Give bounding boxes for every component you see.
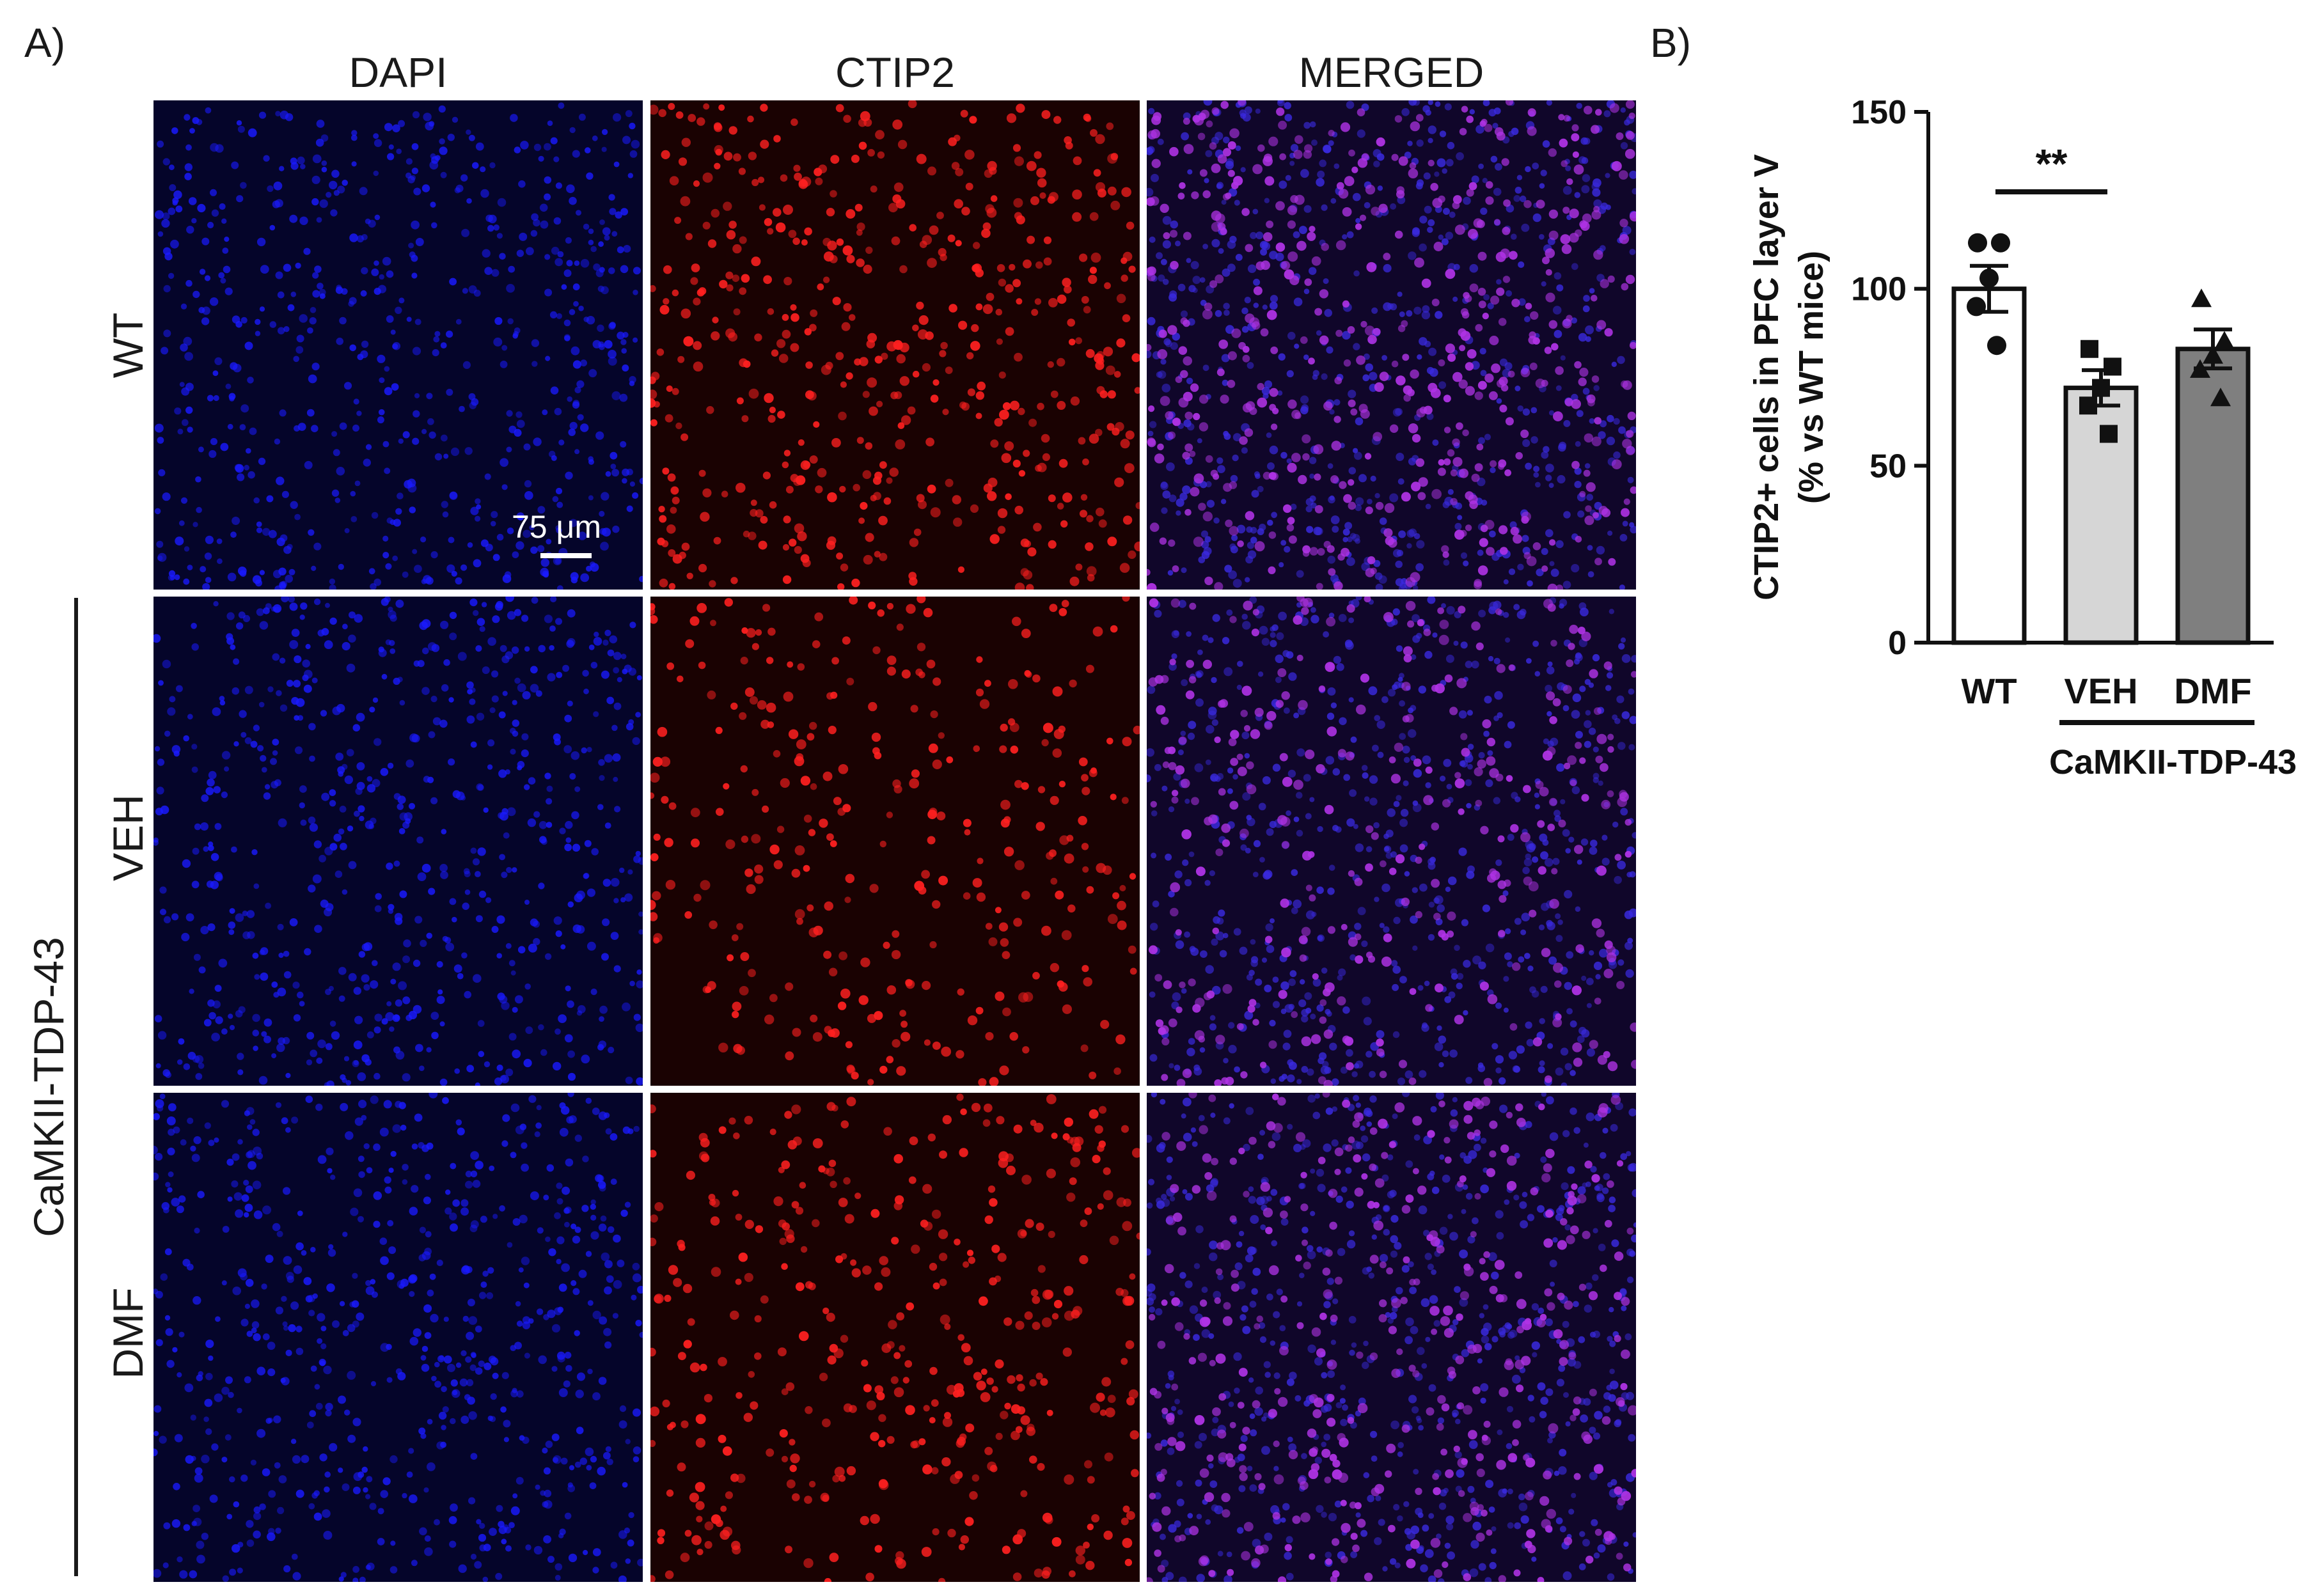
data-point (1987, 336, 2006, 356)
data-point (2190, 359, 2210, 378)
x-tick-label-wt: WT (1961, 671, 2017, 711)
row-label-dmf: DMF (104, 1287, 152, 1379)
y-axis-label-line1: CTIP2+ cells in PFC layer V (1747, 154, 1786, 600)
data-point (2100, 425, 2118, 443)
micrograph-ctip2-dmf (650, 1093, 1140, 1582)
panel-b-letter: B) (1650, 20, 1691, 66)
significance-label: ** (2036, 141, 2068, 187)
micrograph-ctip2-wt (650, 100, 1140, 590)
data-point (1979, 269, 1999, 288)
column-label-ctip2: CTIP2 (835, 49, 956, 96)
row-label-veh: VEH (104, 794, 152, 881)
x-tick-label-dmf: DMF (2174, 671, 2251, 711)
y-tick-label: 50 (1869, 448, 1907, 485)
y-tick-label: 100 (1851, 271, 1907, 308)
data-point (2079, 396, 2097, 415)
micrograph-ctip2-veh (650, 597, 1140, 1086)
x-tick-label-veh: VEH (2064, 671, 2137, 711)
data-point (1967, 297, 1986, 317)
bar-chart: CTIP2+ cells in PFC layer V (% vs WT mice… (1747, 94, 2297, 781)
scale-bar (540, 553, 592, 558)
data-point (1968, 233, 1987, 253)
data-point (2092, 379, 2110, 397)
group-label-chart: CaMKII-TDP-43 (2049, 743, 2297, 781)
data-point (1991, 233, 2010, 253)
data-point (2210, 387, 2231, 407)
data-point (2191, 288, 2212, 308)
panel-a-letter: A) (24, 20, 65, 66)
micrograph-dapi-wt (153, 100, 643, 590)
data-point (2214, 331, 2235, 350)
column-label-dapi: DAPI (349, 49, 448, 96)
micrograph-merged-dmf (1147, 1093, 1636, 1582)
row-label-wt: WT (104, 312, 152, 379)
bar-dmf (2175, 347, 2251, 645)
micrograph-merged-wt (1147, 100, 1636, 590)
y-tick-label: 0 (1888, 625, 1907, 662)
scale-bar-label: 75 μm (512, 509, 601, 545)
y-axis-label-line2: (% vs WT mice) (1792, 251, 1830, 504)
y-tick-label: 150 (1851, 94, 1907, 131)
micrograph-dapi-veh (153, 597, 643, 1086)
data-point (2104, 357, 2121, 376)
data-point (2203, 345, 2223, 364)
group-label-camkii: CaMKII-TDP-43 (25, 937, 72, 1237)
data-point (2081, 340, 2098, 358)
group-bracket-line (74, 598, 78, 1576)
micrograph-dapi-dmf (153, 1093, 643, 1582)
micrograph-merged-veh (1147, 597, 1636, 1086)
column-label-merged: MERGED (1298, 49, 1484, 96)
